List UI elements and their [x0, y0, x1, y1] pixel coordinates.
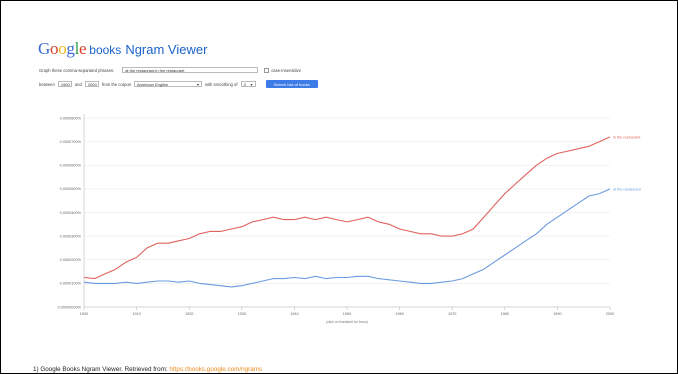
phrases-row: Graph these comma-separated phrases: at …: [39, 67, 301, 73]
x-tick-label: 1930: [238, 312, 246, 316]
corpus-select[interactable]: American English ▾: [133, 81, 202, 87]
start-year-input[interactable]: 1900: [57, 81, 72, 87]
logo-letter: g: [66, 39, 75, 58]
citation: 1) Google Books Ngram Viewer. Retrieved …: [33, 366, 262, 373]
between-label: between: [39, 81, 55, 87]
series-line: [83, 136, 611, 280]
x-tick-label: 1960: [395, 312, 403, 316]
y-tick-label: 0.0000600%: [60, 164, 82, 168]
y-tick-label: 0.0000700%: [60, 140, 82, 144]
y-tick-label: 0.0000200%: [60, 258, 82, 262]
x-tick-label: 1990: [553, 312, 561, 316]
and-label: and: [74, 81, 82, 87]
google-logo: Google: [38, 39, 87, 59]
x-tick-label: 1910: [132, 312, 140, 316]
smoothing-select[interactable]: 3 ▾: [240, 81, 256, 87]
x-tick-label: 1980: [501, 312, 509, 316]
series-line: [83, 188, 611, 288]
case-insensitive-label: case-insensitive: [271, 67, 301, 73]
y-tick-label: 0.0000400%: [60, 211, 82, 215]
chevron-down-icon: ▾: [250, 81, 253, 87]
y-tick-label: 0.0000500%: [60, 187, 82, 191]
corpus-label: from the corpus: [101, 81, 131, 87]
chevron-down-icon: ▾: [196, 81, 199, 87]
x-tick-label: 1950: [343, 312, 351, 316]
logo-letter: e: [79, 39, 87, 58]
logo-letter: o: [58, 39, 67, 58]
y-tick-label: 0.0000100%: [60, 282, 82, 286]
x-tick-label: 1920: [185, 312, 193, 316]
app-title: Ngram Viewer: [125, 42, 208, 57]
y-tick-label: 0.00000000%: [58, 305, 82, 309]
logo-letter: o: [49, 39, 59, 58]
case-insensitive-checkbox[interactable]: [264, 67, 270, 73]
x-tick-label: 1900: [80, 312, 88, 316]
range-row: between 1900 and 2000 from the corpus Am…: [39, 80, 318, 88]
logo-letter: l: [74, 39, 80, 58]
citation-text: 1) Google Books Ngram Viewer. Retrieved …: [33, 366, 168, 373]
x-axis-label: (click on line/label for focus): [326, 320, 368, 324]
series-label: in the restaurant: [613, 135, 641, 139]
smoothing-label: with smoothing of: [204, 81, 238, 87]
search-button[interactable]: Search lots of books: [265, 80, 318, 88]
smoothing-value: 3: [243, 81, 246, 87]
x-tick-label: 1940: [290, 312, 298, 316]
phrases-input[interactable]: at the restaurant,in the restaurant: [122, 67, 259, 73]
series-label: at the restaurant: [613, 187, 642, 191]
header: Google books Ngram Viewer: [38, 39, 207, 59]
x-tick-label: 1970: [448, 312, 456, 316]
corpus-value: American English: [136, 81, 169, 87]
y-tick-label: 0.0000800%: [60, 116, 82, 120]
x-tick-label: 2000: [606, 312, 614, 316]
citation-link[interactable]: https://books.google.com/ngrams: [169, 366, 263, 373]
books-label: books: [89, 43, 122, 57]
logo-letter: G: [38, 39, 50, 58]
phrases-label: Graph these comma-separated phrases:: [39, 67, 115, 73]
y-tick-label: 0.0000300%: [60, 234, 82, 238]
end-year-input[interactable]: 2000: [84, 81, 99, 87]
